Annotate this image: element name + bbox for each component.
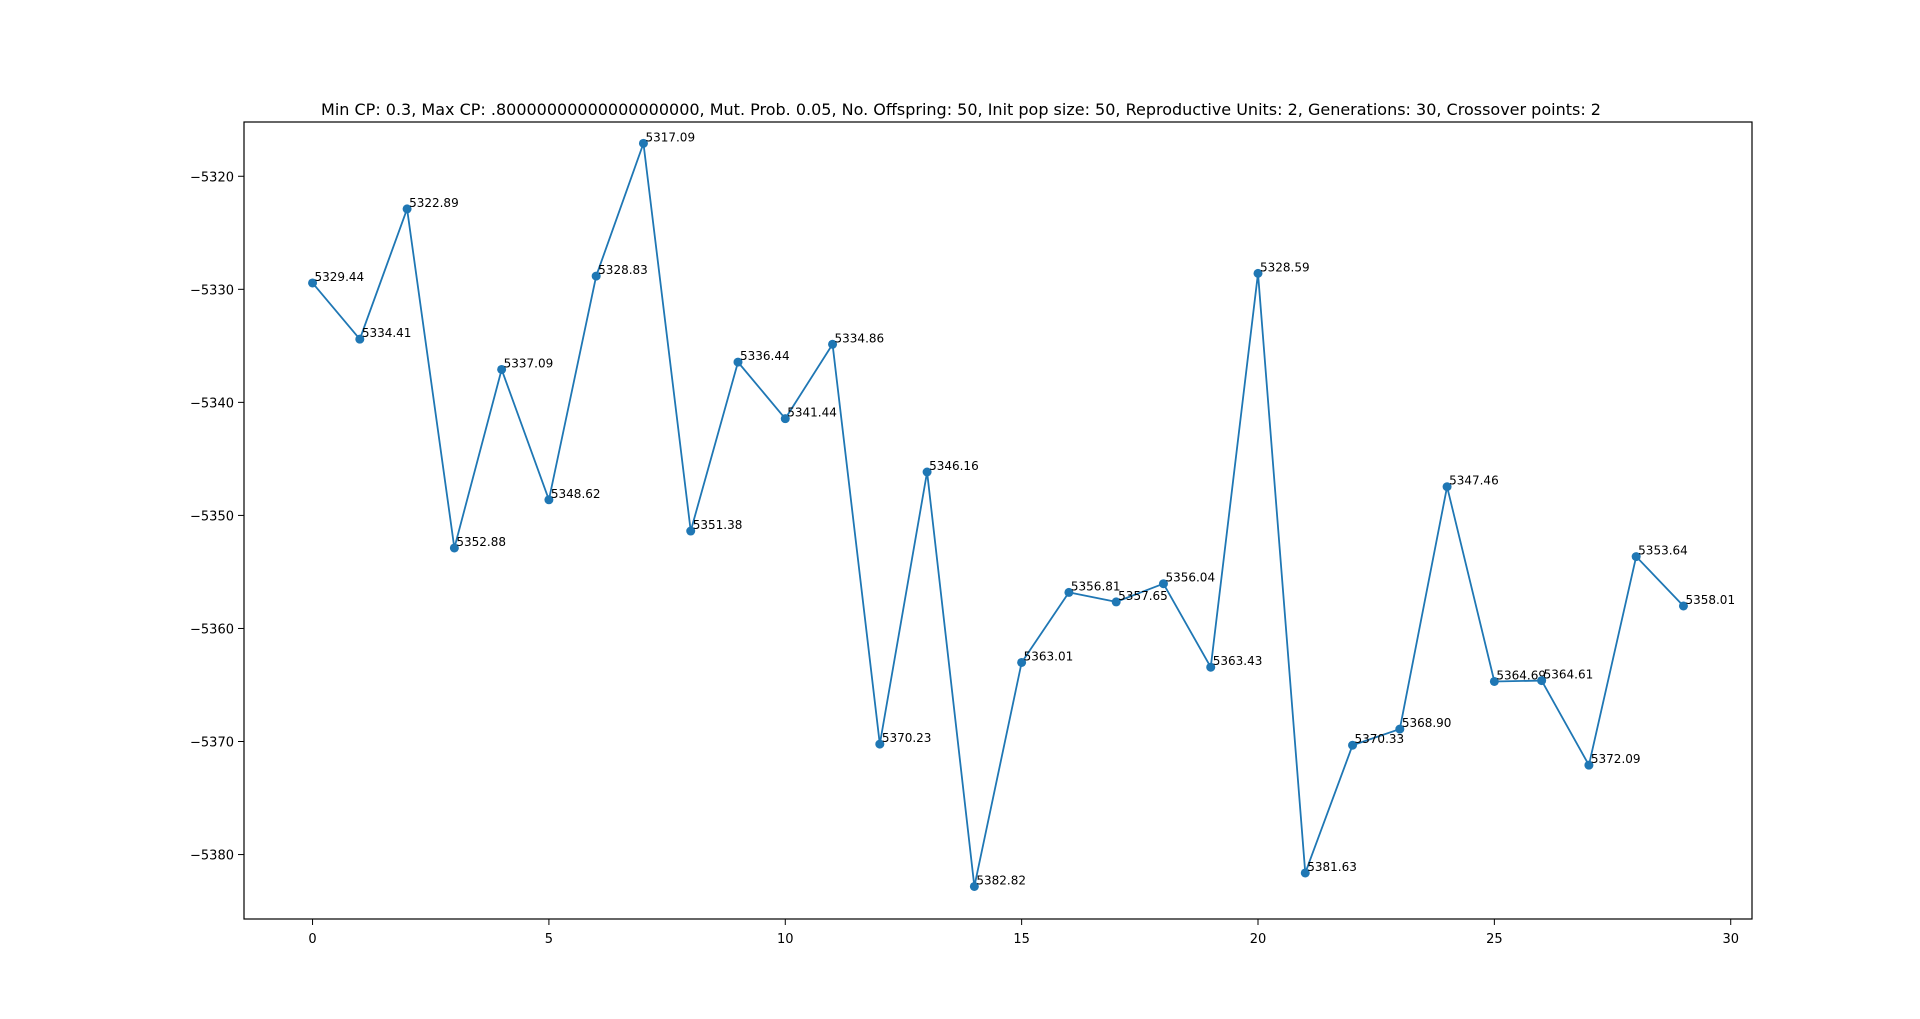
y-tick-label: −5350 — [190, 509, 234, 524]
data-point — [1489, 676, 1499, 686]
y-tick-label: −5360 — [190, 622, 234, 637]
data-point — [1395, 724, 1405, 734]
data-label: 5348.62 — [551, 487, 601, 501]
data-label: 5334.86 — [835, 331, 885, 345]
y-tick-label: −5370 — [190, 736, 234, 751]
data-label: 5382.82 — [976, 873, 1026, 887]
data-label: 5347.46 — [1449, 474, 1499, 488]
data-label: 5372.09 — [1591, 752, 1641, 766]
data-label: 5370.23 — [882, 731, 932, 745]
data-point — [1442, 482, 1452, 492]
data-label: 5363.01 — [1024, 649, 1074, 663]
data-point — [780, 414, 790, 424]
data-point — [449, 543, 459, 553]
axes-frame — [243, 121, 1753, 920]
data-point — [402, 204, 412, 214]
data-label: 5368.90 — [1402, 716, 1452, 730]
data-point — [1631, 552, 1641, 562]
data-label: 5351.38 — [693, 518, 743, 532]
data-label: 5346.16 — [929, 459, 979, 473]
data-point — [1678, 601, 1688, 611]
data-point — [1017, 657, 1027, 667]
data-point — [1206, 662, 1216, 672]
x-tick-label: 15 — [1013, 932, 1030, 947]
data-point — [1348, 740, 1358, 750]
data-point — [733, 357, 743, 367]
data-point — [828, 339, 838, 349]
data-point — [544, 495, 554, 505]
data-point — [1111, 597, 1121, 607]
series-line — [311, 142, 1685, 888]
data-label: 5336.44 — [740, 349, 790, 363]
data-point — [875, 739, 885, 749]
x-tick-label: 30 — [1722, 932, 1739, 947]
x-tick-label: 5 — [545, 932, 553, 947]
data-label: 5322.89 — [409, 196, 459, 210]
data-label: 5328.59 — [1260, 260, 1310, 274]
data-point — [922, 467, 932, 477]
data-label: 5337.09 — [504, 356, 554, 370]
y-tick-label: −5340 — [190, 396, 234, 411]
data-point — [591, 271, 601, 281]
data-point — [355, 334, 365, 344]
data-point — [1300, 868, 1310, 878]
data-label: 5329.44 — [315, 270, 365, 284]
chart-title: Min CP: 0.3, Max CP: .800000000000000000… — [321, 100, 1601, 119]
data-label: 5363.43 — [1213, 654, 1263, 668]
data-label: 5352.88 — [456, 535, 506, 549]
plot-area: 0 5 10 15 20 25 30 −5320 −5330 −5340 −5350 −5360 −53… — [190, 130, 1739, 947]
data-point — [1584, 760, 1594, 770]
data-label: 5356.04 — [1165, 571, 1215, 585]
data-point — [638, 138, 648, 148]
data-point — [969, 881, 979, 891]
y-tick-label: −5320 — [190, 170, 234, 185]
x-tick-label: 0 — [308, 932, 316, 947]
data-point — [1253, 268, 1263, 278]
data-label: 5364.69 — [1496, 668, 1546, 682]
data-label: 5356.81 — [1071, 579, 1121, 593]
data-point — [1537, 676, 1547, 686]
data-label: 5317.09 — [645, 130, 695, 144]
data-label: 5353.64 — [1638, 544, 1688, 558]
data-label: 5381.63 — [1307, 860, 1357, 874]
data-point — [1158, 579, 1168, 589]
x-tick-label: 20 — [1250, 932, 1267, 947]
data-label: 5370.33 — [1355, 732, 1405, 746]
data-label: 5328.83 — [598, 263, 648, 277]
data-label: 5364.61 — [1544, 668, 1594, 682]
data-label: 5341.44 — [787, 406, 837, 420]
x-tick-label: 25 — [1486, 932, 1503, 947]
data-point — [308, 278, 318, 288]
data-label: 5334.41 — [362, 326, 412, 340]
data-point — [1064, 587, 1074, 597]
y-tick-label: −5380 — [190, 849, 234, 864]
data-point — [497, 364, 507, 374]
data-label: 5358.01 — [1685, 593, 1735, 607]
data-point — [686, 526, 696, 536]
data-label: 5357.65 — [1118, 589, 1168, 603]
y-tick-label: −5330 — [190, 283, 234, 298]
x-tick-label: 10 — [777, 932, 794, 947]
